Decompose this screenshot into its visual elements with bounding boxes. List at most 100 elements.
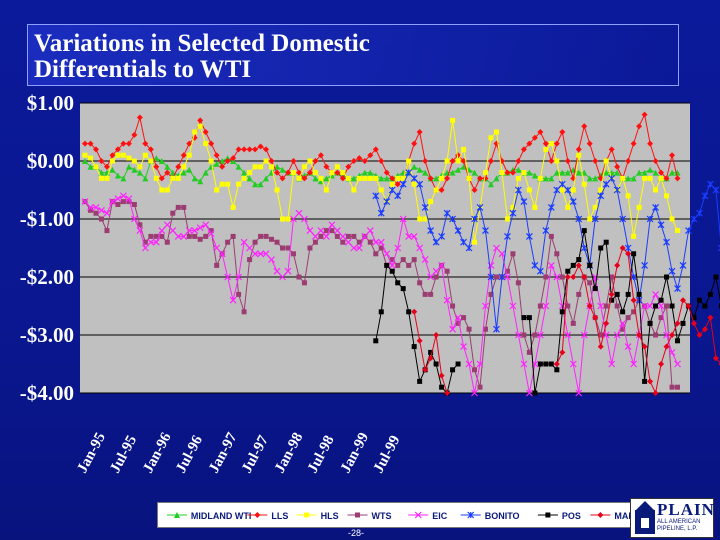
data-point (175, 175, 181, 181)
data-point (537, 303, 543, 309)
data-point (191, 227, 199, 235)
data-point (417, 216, 423, 222)
data-point (510, 251, 516, 257)
data-point (433, 187, 439, 193)
data-point (576, 291, 582, 297)
data-point (543, 361, 549, 367)
data-point (323, 175, 330, 182)
legend-entries: MIDLAND WTI LLS HLS WTS EIC BONITO POS MARS (166, 511, 641, 521)
slide-title-line-1: Variations in Selected Domestic (34, 30, 370, 57)
data-point (273, 267, 281, 275)
data-point-stroke (322, 232, 330, 240)
data-point-stroke (262, 250, 270, 258)
data-point (581, 181, 587, 187)
data-point-stroke (525, 232, 533, 240)
data-point (564, 331, 572, 339)
data-point (389, 175, 396, 182)
data-point (482, 302, 489, 310)
data-point (460, 343, 467, 351)
data-point (329, 228, 335, 234)
data-point (569, 198, 577, 206)
data-point (433, 332, 440, 338)
data-point (174, 232, 182, 240)
data-point (545, 512, 551, 518)
data-point-stroke (498, 273, 506, 281)
data-point (323, 187, 329, 193)
data-point (471, 389, 478, 397)
data-point (82, 140, 88, 147)
data-point (641, 261, 649, 269)
data-point (498, 250, 506, 258)
data-point (192, 233, 198, 239)
data-point-stroke (399, 180, 407, 188)
data-point (180, 152, 187, 159)
data-point (675, 228, 681, 234)
data-point (268, 158, 275, 164)
data-point (202, 129, 209, 135)
data-point (663, 238, 670, 246)
data-point (254, 512, 261, 518)
data-point (367, 239, 373, 245)
data-point (208, 228, 214, 234)
data-point (389, 181, 395, 187)
data-point (147, 146, 154, 153)
data-point (213, 152, 220, 159)
slide-title-line-2: Differentials to WTI (34, 56, 252, 83)
data-point-stroke (388, 186, 396, 194)
y-tick-label: -$3.00 (20, 323, 74, 347)
data-point (455, 158, 461, 164)
data-point (251, 250, 259, 258)
data-point (548, 158, 555, 164)
data-point (285, 216, 291, 222)
data-point (608, 360, 616, 368)
data-point (307, 245, 313, 251)
data-point (515, 175, 521, 181)
data-point-stroke (251, 250, 259, 258)
data-point (383, 250, 391, 258)
data-point (82, 158, 88, 164)
data-point-stroke (674, 360, 681, 368)
logo-emblem-icon (635, 501, 655, 534)
data-point-stroke (608, 360, 616, 368)
data-point (565, 268, 571, 274)
data-point-stroke (394, 244, 402, 252)
data-point (438, 232, 446, 240)
data-point (340, 170, 346, 176)
data-point (669, 152, 676, 159)
data-point (669, 332, 676, 338)
data-point (685, 303, 692, 309)
data-point-stroke (174, 232, 182, 240)
data-point-stroke (509, 302, 517, 310)
data-point-stroke (443, 296, 451, 304)
x-tick-label: Jan-99 (338, 430, 372, 476)
data-point (416, 180, 424, 188)
data-point (608, 146, 615, 153)
x-tick-label: Jan-97 (206, 430, 241, 476)
data-point (345, 163, 352, 170)
data-point (213, 244, 221, 252)
data-point (702, 303, 708, 309)
data-point (290, 251, 296, 257)
legend-entry: LLS (247, 511, 288, 521)
data-point (318, 175, 324, 181)
data-point (444, 390, 451, 396)
data-point (224, 158, 231, 164)
data-point (301, 280, 307, 286)
data-point (619, 245, 626, 251)
data-point-stroke (460, 238, 467, 246)
legend-entry: MARS (590, 511, 641, 521)
data-point (658, 315, 664, 321)
data-point (455, 320, 461, 326)
data-point (422, 158, 429, 164)
data-point (181, 204, 187, 210)
data-point (620, 309, 626, 315)
data-point (603, 303, 609, 309)
legend-label: WTS (371, 511, 391, 521)
data-point (587, 216, 593, 222)
data-point (351, 233, 357, 239)
data-point (421, 203, 429, 211)
data-point (526, 187, 532, 193)
data-point (361, 232, 369, 240)
data-point (158, 158, 165, 164)
data-point-stroke (493, 325, 500, 333)
